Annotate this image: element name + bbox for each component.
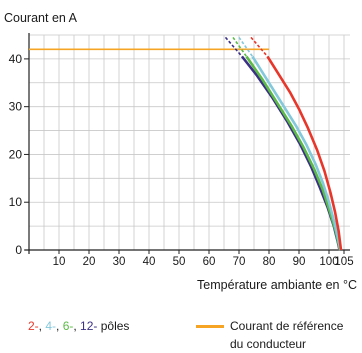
- legend-item-4poles: 4-: [45, 319, 57, 333]
- y-tick-label: 30: [9, 100, 23, 114]
- x-tick-label: 20: [83, 256, 96, 268]
- legend-item-2poles: 2-: [28, 319, 39, 333]
- series-6poles-dashed: [232, 36, 248, 57]
- legend-item-6poles: 6-: [62, 319, 74, 333]
- reference-label: Courant de référence du conducteur: [230, 319, 344, 351]
- x-tick-label: 40: [143, 256, 156, 268]
- x-tick-label: 60: [203, 256, 216, 268]
- series-12poles-line: [240, 55, 341, 251]
- y-tick-label: 10: [9, 195, 23, 209]
- legend-poles: 2-, 4-, 6-, 12- pôles: [28, 319, 130, 333]
- x-tick-label: 50: [173, 256, 186, 268]
- series-2poles-dashed: [250, 36, 269, 58]
- x-tick-label: 10: [53, 256, 66, 268]
- x-tick-label: 100: [319, 256, 338, 268]
- y-tick-label: 20: [9, 147, 23, 161]
- x-tick-label: 30: [113, 256, 126, 268]
- y-tick-label: 40: [9, 52, 23, 66]
- x-tick-label: 70: [233, 256, 246, 268]
- y-axis-label: Courant en A: [4, 11, 78, 25]
- series-6poles-line: [245, 55, 342, 251]
- series-12poles-dashed: [224, 36, 243, 58]
- reference-swatch: [196, 325, 224, 328]
- grid: [29, 34, 350, 250]
- x-tick-label: 80: [263, 256, 276, 268]
- x-tick-label: 90: [293, 256, 306, 268]
- series-2poles-line: [266, 55, 343, 251]
- axes: [24, 33, 350, 254]
- legend-poles-suffix: pôles: [100, 319, 130, 333]
- series-4poles-line: [251, 55, 342, 251]
- series-4poles-dashed: [238, 36, 254, 57]
- x-axis-label: Température ambiante en °C: [197, 278, 357, 292]
- y-tick-label: 0: [15, 243, 22, 257]
- x-tick-label: 105: [334, 256, 353, 268]
- legend-item-12poles: 12-: [80, 319, 98, 333]
- series-lines: [29, 36, 343, 251]
